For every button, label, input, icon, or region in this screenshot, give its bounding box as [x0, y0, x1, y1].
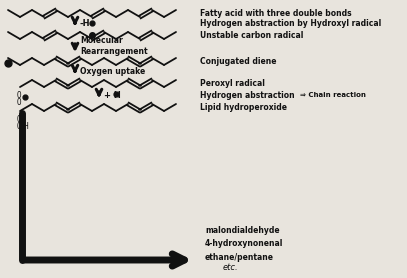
Text: Hydrogen abstraction: Hydrogen abstraction [200, 91, 295, 100]
Text: Hydrogen abstraction by Hydroxyl radical: Hydrogen abstraction by Hydroxyl radical [200, 19, 381, 29]
Text: O: O [17, 122, 21, 131]
Text: H: H [24, 122, 28, 131]
Text: O: O [17, 91, 21, 100]
Text: -H: -H [80, 19, 90, 29]
Text: Unstable carbon radical: Unstable carbon radical [200, 31, 303, 39]
Text: Oxygen uptake: Oxygen uptake [80, 68, 145, 76]
Text: Fatty acid with three double bonds: Fatty acid with three double bonds [200, 9, 352, 18]
Text: malondialdehyde
4-hydroxynonenal
ethane/pentane: malondialdehyde 4-hydroxynonenal ethane/… [205, 226, 283, 262]
Text: ⇒ Chain reaction: ⇒ Chain reaction [300, 92, 366, 98]
Text: + H: + H [104, 91, 121, 100]
Text: Conjugated diene: Conjugated diene [200, 56, 276, 66]
Text: Peroxyl radical: Peroxyl radical [200, 78, 265, 88]
Text: etc.: etc. [222, 264, 238, 272]
Text: O: O [17, 98, 21, 107]
Text: Lipid hydroperoxide: Lipid hydroperoxide [200, 103, 287, 111]
Text: O: O [17, 115, 21, 124]
Text: Molecular
Rearrangement: Molecular Rearrangement [80, 36, 148, 56]
